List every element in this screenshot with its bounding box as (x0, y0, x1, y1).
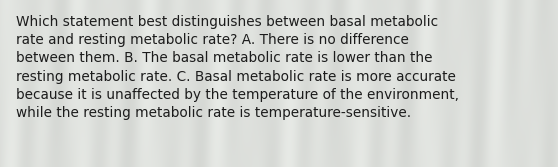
Text: Which statement best distinguishes between basal metabolic
rate and resting meta: Which statement best distinguishes betwe… (16, 15, 459, 120)
